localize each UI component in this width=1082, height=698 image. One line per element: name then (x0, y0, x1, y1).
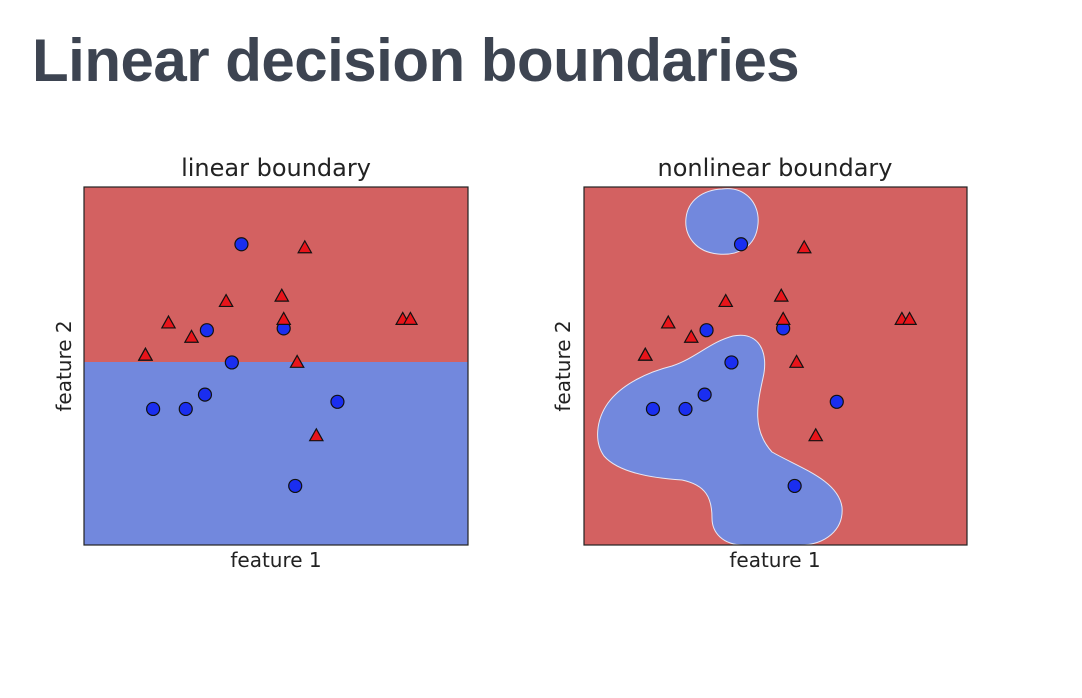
blue-point (288, 478, 303, 494)
blue-point (234, 237, 249, 252)
red-point (137, 347, 154, 361)
blue-point (829, 394, 844, 409)
chart-linear-boundary: linear boundary feature 1 feature 2 (52, 154, 469, 572)
plot-title: linear boundary (181, 154, 371, 182)
blue-point (697, 387, 712, 402)
y-axis-label: feature 2 (551, 320, 575, 411)
region-red (84, 187, 468, 362)
red-point (796, 239, 812, 254)
red-point (788, 354, 805, 368)
blue-point (199, 323, 214, 338)
blue-point (733, 237, 749, 252)
red-point (160, 314, 177, 329)
blue-point (724, 355, 739, 370)
red-point (773, 287, 789, 302)
slide-title: Linear decision boundaries (32, 27, 800, 94)
red-point (402, 311, 419, 325)
blue-point (146, 401, 161, 417)
y-axis-label: feature 2 (52, 320, 76, 411)
blue-point (787, 478, 802, 494)
red-point (183, 329, 200, 343)
x-axis-label: feature 1 (729, 548, 820, 572)
blue-point (678, 401, 693, 417)
red-point (901, 311, 918, 325)
markers (637, 237, 918, 494)
red-point (218, 293, 234, 308)
blue-point (178, 401, 193, 417)
blue-point (699, 323, 714, 338)
blue-point (224, 355, 239, 370)
markers (137, 237, 419, 494)
red-point (276, 311, 292, 325)
red-point (297, 239, 313, 254)
red-point (274, 287, 290, 302)
red-point (808, 427, 824, 442)
red-point (289, 354, 305, 368)
red-point (718, 293, 734, 308)
blue-point (197, 387, 213, 402)
blue-point (645, 401, 661, 417)
region-blue (84, 362, 468, 545)
plot-frame (583, 186, 968, 546)
red-point (775, 311, 791, 325)
plot-frame (83, 186, 469, 546)
red-point (308, 427, 324, 442)
blue-point (330, 394, 345, 409)
red-point (683, 329, 699, 343)
x-axis-label: feature 1 (230, 548, 321, 572)
region-blue-lower (597, 334, 843, 546)
plot-title: nonlinear boundary (658, 154, 893, 182)
chart-nonlinear-boundary: nonlinear boundary feature 1 feature 2 (551, 154, 968, 572)
red-point (637, 347, 653, 361)
red-point (660, 314, 676, 329)
